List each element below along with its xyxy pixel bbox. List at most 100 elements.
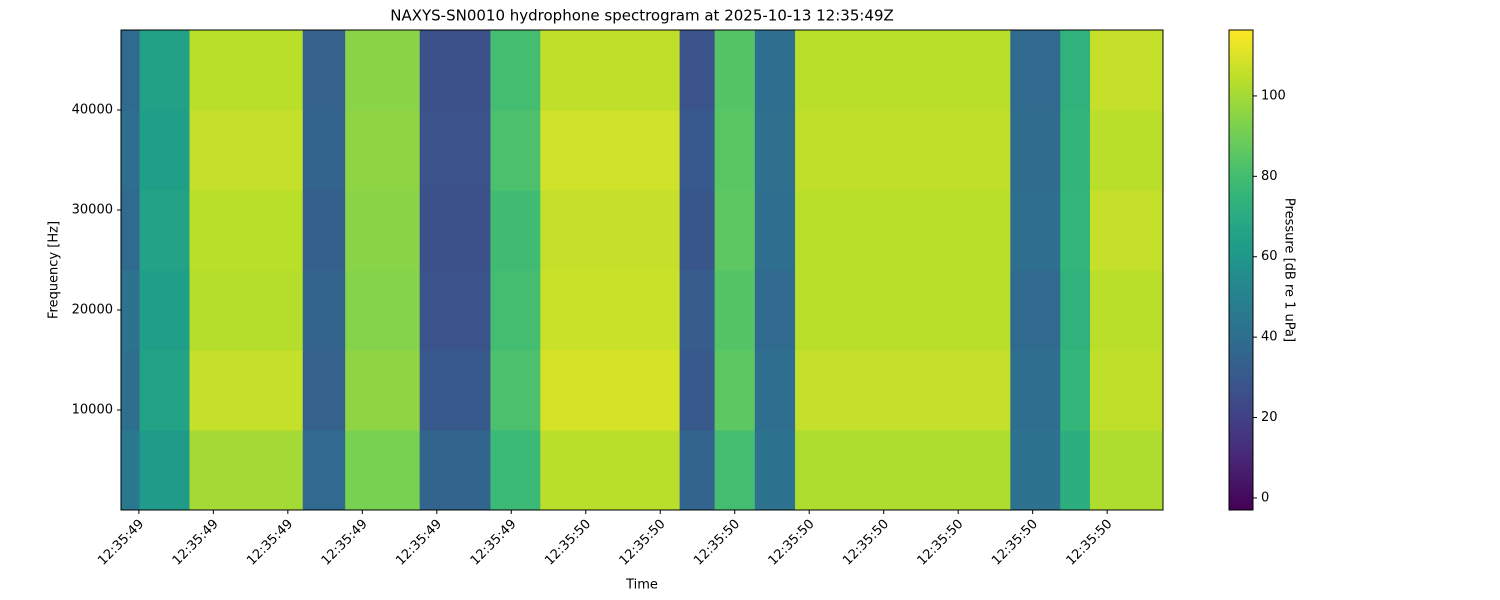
heatmap-cell xyxy=(714,110,756,191)
heatmap-cell xyxy=(679,30,716,111)
heatmap-cell xyxy=(139,30,191,111)
x-tick-label: 12:35:50 xyxy=(1064,517,1116,569)
heatmap-cell xyxy=(1060,270,1091,351)
heatmap-cell xyxy=(795,350,1011,431)
heatmap-cell xyxy=(679,430,716,511)
heatmap-cell xyxy=(1090,350,1164,431)
heatmap-cell xyxy=(189,110,304,191)
heatmap-cell xyxy=(754,30,796,111)
heatmap-cell xyxy=(419,110,491,191)
heatmap-cell xyxy=(1090,430,1164,511)
heatmap-cell xyxy=(1010,270,1061,351)
heatmap-cell xyxy=(345,350,421,431)
heatmap-cell xyxy=(490,30,541,111)
heatmap-cell xyxy=(345,430,421,511)
heatmap-cell xyxy=(121,350,141,431)
heatmap-cell xyxy=(419,350,491,431)
colorbar-tick-label: 60 xyxy=(1261,249,1278,264)
heatmap-cell xyxy=(540,190,681,271)
heatmap-cell xyxy=(121,270,141,351)
x-tick-label: 12:35:50 xyxy=(766,517,818,569)
heatmap-cell xyxy=(540,110,681,191)
colorbar-tick-label: 20 xyxy=(1261,410,1278,425)
heatmap-cell xyxy=(1060,190,1091,271)
heatmap-cell xyxy=(189,430,304,511)
heatmap-cell xyxy=(714,430,756,511)
heatmap-cell xyxy=(795,270,1011,351)
x-tick-label: 12:35:49 xyxy=(319,517,371,569)
heatmap-cell xyxy=(345,270,421,351)
heatmap-cell xyxy=(754,190,796,271)
heatmap-cell xyxy=(302,110,346,191)
heatmap-cell xyxy=(679,270,716,351)
heatmap-cell xyxy=(189,270,304,351)
heatmap-cell xyxy=(1010,350,1061,431)
heatmap-cell xyxy=(345,190,421,271)
heatmap-cell xyxy=(1010,110,1061,191)
heatmap-cell xyxy=(419,430,491,511)
heatmap-cell xyxy=(540,350,681,431)
heatmap-cell xyxy=(302,350,346,431)
heatmap-cell xyxy=(1060,30,1091,111)
heatmap-cell xyxy=(121,190,141,271)
colorbar-label: Pressure [dB re 1 uPa] xyxy=(1282,198,1297,342)
colorbar xyxy=(1228,29,1254,511)
heatmap-cell xyxy=(490,110,541,191)
heatmap-cell xyxy=(754,350,796,431)
heatmap-cell xyxy=(139,110,191,191)
y-axis-label: Frequency [Hz] xyxy=(47,221,62,319)
heatmap-cell xyxy=(139,190,191,271)
heatmap-cell xyxy=(121,110,141,191)
heatmap-cell xyxy=(1090,30,1164,111)
heatmap-cell xyxy=(490,430,541,511)
heatmap-cell xyxy=(1090,110,1164,191)
heatmap-cell xyxy=(1090,190,1164,271)
heatmap-cell xyxy=(139,350,191,431)
colorbar-tick-label: 40 xyxy=(1261,330,1278,345)
x-tick-label: 12:35:49 xyxy=(393,517,445,569)
y-tick-label: 20000 xyxy=(72,303,113,318)
x-tick-label: 12:35:50 xyxy=(617,517,669,569)
x-tick-label: 12:35:49 xyxy=(244,517,296,569)
heatmap-cell xyxy=(490,190,541,271)
heatmap-cell xyxy=(139,430,191,511)
heatmap-cell xyxy=(1060,110,1091,191)
heatmap-cell xyxy=(679,190,716,271)
heatmap-cell xyxy=(795,190,1011,271)
heatmap-cell xyxy=(490,350,541,431)
heatmap-cell xyxy=(714,270,756,351)
heatmap-cell xyxy=(302,190,346,271)
heatmap-cell xyxy=(679,350,716,431)
x-tick-label: 12:35:50 xyxy=(989,517,1041,569)
plot-frame xyxy=(120,29,1164,511)
heatmap-cell xyxy=(121,30,141,111)
heatmap-cell xyxy=(540,430,681,511)
y-tick-label: 40000 xyxy=(72,103,113,118)
y-tick-label: 10000 xyxy=(72,403,113,418)
heatmap-cell xyxy=(345,110,421,191)
heatmap-cell xyxy=(1010,30,1061,111)
x-tick-label: 12:35:50 xyxy=(542,517,594,569)
chart-title: NAXYS-SN0010 hydrophone spectrogram at 2… xyxy=(390,7,894,25)
x-axis-label: Time xyxy=(625,578,658,593)
colorbar-tick-label: 100 xyxy=(1261,88,1286,103)
heatmap-cell xyxy=(139,270,191,351)
heatmap-cell xyxy=(540,30,681,111)
heatmap-cell xyxy=(121,430,141,511)
heatmap-cell xyxy=(795,430,1011,511)
heatmap-cell xyxy=(189,30,304,111)
heatmap-cell xyxy=(1010,430,1061,511)
x-tick-label: 12:35:49 xyxy=(170,517,222,569)
heatmap-cell xyxy=(540,270,681,351)
heatmap-cell xyxy=(189,190,304,271)
heatmap-cell xyxy=(714,30,756,111)
heatmap-cell xyxy=(419,270,491,351)
colorbar-tick-label: 0 xyxy=(1261,490,1269,505)
x-tick-label: 12:35:49 xyxy=(468,517,520,569)
heatmap-cell xyxy=(754,270,796,351)
heatmap-cell xyxy=(754,430,796,511)
heatmap-cell xyxy=(1010,190,1061,271)
heatmap-cell xyxy=(419,30,491,111)
heatmap-cell xyxy=(795,110,1011,191)
